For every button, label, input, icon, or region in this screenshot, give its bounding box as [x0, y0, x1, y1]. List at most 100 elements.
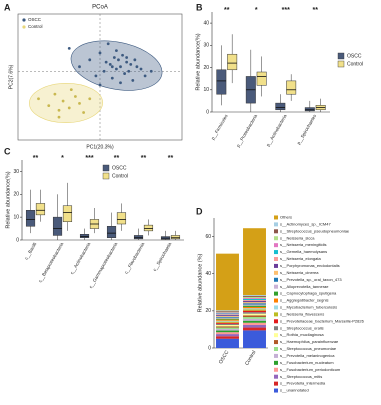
y-tick-label: 0 [206, 109, 209, 115]
point [110, 76, 114, 80]
x-tick-label: c__Actinobacteria [69, 241, 91, 275]
panel-letter: D [196, 206, 203, 216]
legend-label: s__Haemophilus_parainfluenzae [280, 339, 339, 344]
significance-label: ** [141, 155, 147, 162]
point [127, 69, 131, 73]
box [35, 203, 46, 216]
legend-marker [274, 277, 278, 282]
bar-segment [216, 320, 239, 322]
legend-marker [274, 374, 278, 379]
significance-label: * [255, 7, 258, 14]
point [57, 115, 61, 119]
legend-marker [22, 18, 26, 22]
legend-label: s__Prevotella_melaninogenica [280, 353, 335, 358]
point [133, 58, 137, 62]
bar-segment [216, 315, 239, 317]
y-tick-label: 30 [13, 169, 19, 175]
legend-marker [102, 164, 110, 172]
legend-marker [274, 229, 278, 234]
point [98, 83, 102, 87]
legend-marker [274, 236, 278, 241]
legend-label: Control [347, 61, 363, 67]
legend-label: s__Streptococcus_pneumoniae [280, 346, 337, 351]
bar-segment [216, 334, 239, 337]
bar-segment [243, 296, 266, 299]
bar-segment [243, 324, 266, 328]
point [53, 92, 57, 96]
y-tick-label: 20 [205, 308, 211, 314]
point [61, 99, 65, 103]
point [88, 97, 92, 101]
panel-letter: A [4, 2, 11, 12]
legend-label: s__Gemella_haemolysans [280, 249, 327, 254]
bar-segment [216, 319, 239, 321]
box [256, 71, 267, 86]
legend-marker [337, 60, 345, 68]
point [131, 79, 135, 82]
legend-marker [274, 263, 278, 268]
bar-segment [243, 315, 266, 317]
bar-segment [243, 327, 266, 331]
legend-marker [274, 333, 278, 338]
y-tick-label: 20 [13, 192, 19, 198]
bar-segment [243, 305, 266, 307]
box [79, 234, 90, 238]
significance-label: *** [85, 155, 93, 162]
point [119, 65, 122, 69]
legend-label: s__Neisseria_sicca [280, 235, 315, 240]
bar-segment [216, 314, 239, 315]
bar-segment [216, 326, 239, 328]
legend-label: Control [112, 173, 128, 179]
legend-marker [274, 250, 278, 255]
confidence-ellipse [29, 82, 103, 123]
bar-segment [243, 298, 266, 301]
box [116, 212, 127, 225]
point [78, 65, 81, 69]
bar-segment [216, 324, 239, 327]
point [104, 60, 108, 64]
legend-label: s__Fusobacterium_periodonticum [280, 367, 341, 372]
point [135, 65, 139, 69]
bar-segment [216, 312, 239, 314]
legend-label: s__Prevotella_sp._oral_taxon_473 [280, 277, 342, 282]
legend-marker [274, 243, 278, 248]
point [143, 74, 147, 78]
bar-segment [216, 327, 239, 330]
box [304, 107, 315, 112]
legend-marker [22, 25, 26, 29]
bar-segment [243, 302, 266, 304]
y-tick-label: 10 [13, 214, 19, 220]
y-tick-label: 0 [208, 345, 211, 351]
y-tick-label: 10 [203, 87, 209, 93]
bar-segment [243, 303, 266, 305]
point [82, 111, 85, 114]
bar-segment [216, 313, 239, 315]
box [52, 216, 63, 236]
point [110, 65, 114, 69]
point [57, 108, 61, 112]
legend-label: s__Porphyromonas_endodontalis [280, 263, 340, 268]
bar-segment [216, 317, 239, 319]
legend-marker [274, 305, 278, 310]
bar-segment [216, 253, 239, 311]
x-tick-label: p__Proteobacteria [235, 113, 258, 148]
legend-marker [274, 270, 278, 275]
bar-segment [216, 338, 239, 348]
y-axis-label: Relative abundance (%) [197, 253, 203, 312]
legend-marker [274, 381, 278, 386]
chart-title: PCoA [92, 5, 108, 11]
y-axis-label: Relative abundance(%) [5, 171, 11, 228]
point [121, 53, 124, 57]
point [149, 69, 153, 73]
x-tick-label: OSCC [218, 349, 231, 365]
legend-marker [274, 340, 278, 345]
bar-segment [243, 296, 266, 297]
bar-segment [243, 318, 266, 321]
y-tick-label: 30 [203, 43, 209, 49]
bar-segment [216, 311, 239, 312]
point [106, 42, 110, 46]
box [286, 80, 297, 95]
legend-marker [274, 284, 278, 289]
bar-segment [243, 313, 266, 316]
